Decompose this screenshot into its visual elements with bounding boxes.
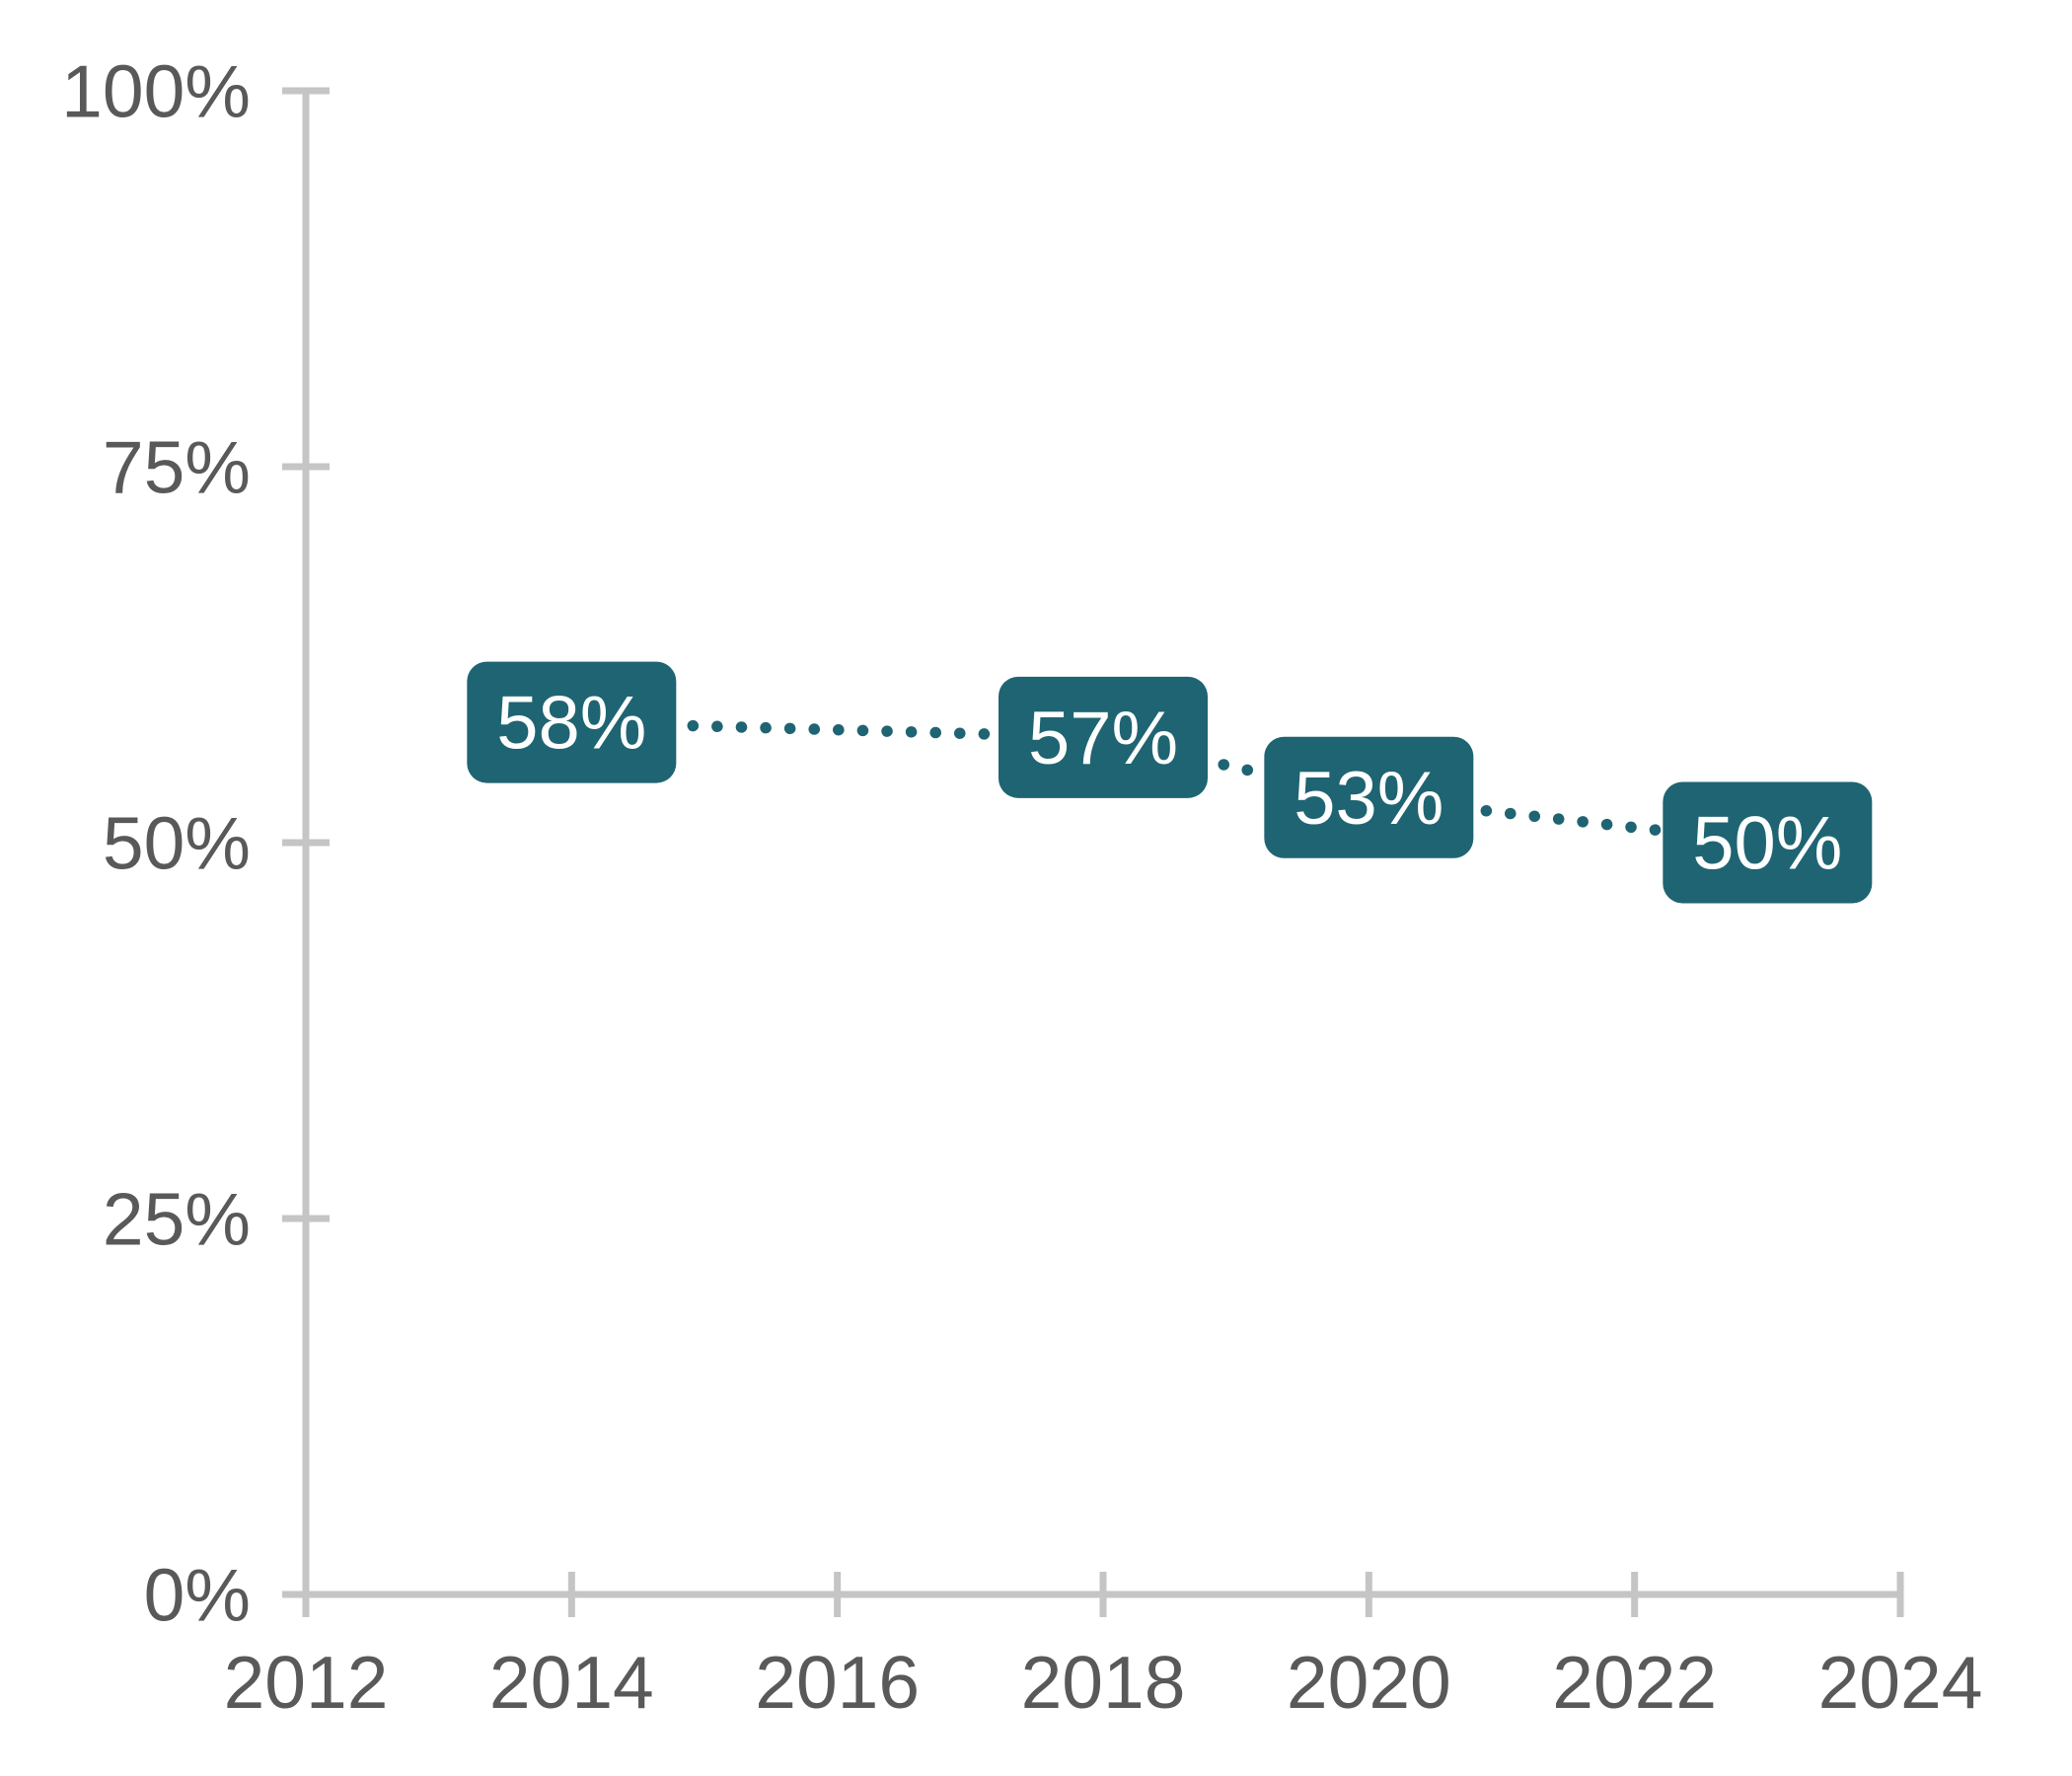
data-point-label: 57% <box>1028 697 1178 780</box>
x-tick-label: 2020 <box>1287 1641 1451 1724</box>
y-tick-label: 25% <box>103 1177 251 1260</box>
y-tick-label: 0% <box>144 1553 251 1636</box>
y-tick-label: 50% <box>103 801 251 884</box>
data-point-label-box <box>1264 736 1474 858</box>
data-point-label-box <box>999 676 1208 798</box>
y-tick-label: 75% <box>103 425 251 508</box>
x-tick-label: 2014 <box>489 1641 654 1724</box>
y-tick-label: 100% <box>61 49 251 132</box>
data-point-label: 53% <box>1294 757 1443 841</box>
x-tick-label: 2016 <box>755 1641 920 1724</box>
x-tick-label: 2022 <box>1552 1641 1717 1724</box>
x-tick-label: 2024 <box>1818 1641 1983 1724</box>
x-tick-label: 2012 <box>224 1641 389 1724</box>
data-point-label-box <box>467 661 677 783</box>
trend-dotted-line <box>565 716 1774 849</box>
data-point-label: 58% <box>496 682 646 766</box>
data-point-label: 50% <box>1692 802 1842 886</box>
data-point-label-box <box>1663 781 1873 904</box>
x-tick-label: 2018 <box>1021 1641 1186 1724</box>
